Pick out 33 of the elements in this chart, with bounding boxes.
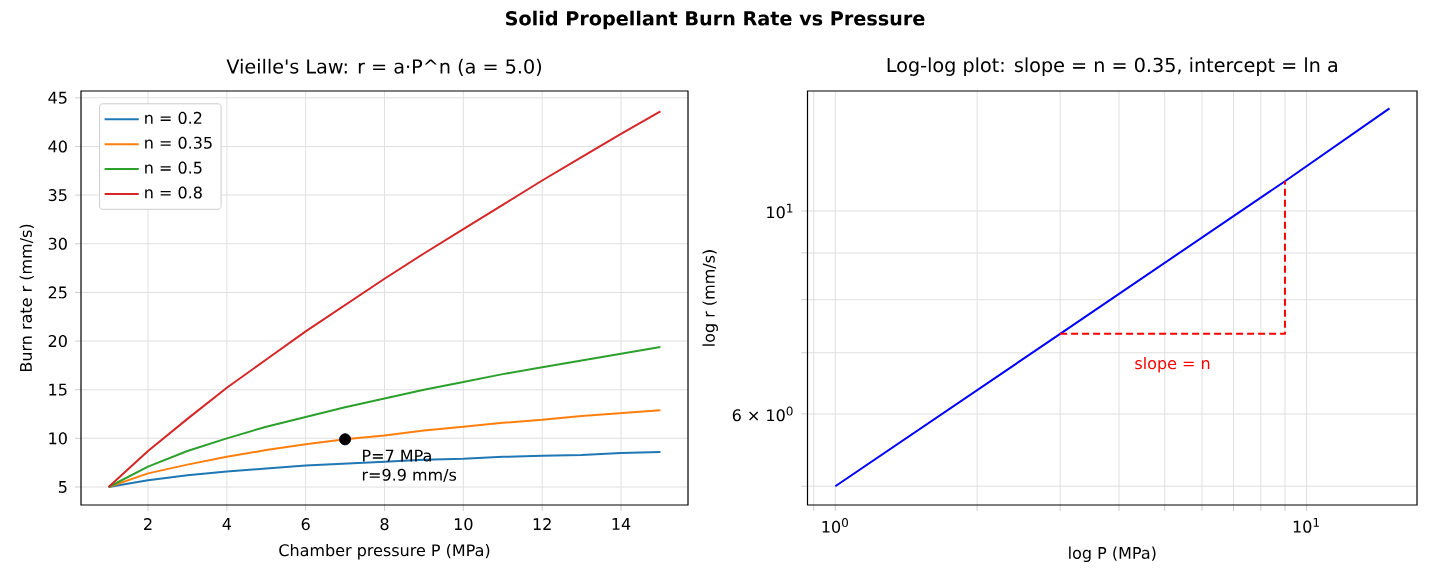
y-tick-label: 20 xyxy=(48,334,67,348)
x-tick-label: 12 xyxy=(533,518,551,530)
y-tick-label: 35 xyxy=(48,189,67,202)
y-tick-label: 15 xyxy=(49,383,67,396)
x-tick-label: 10$^{1}$ xyxy=(1293,518,1319,533)
y-tick-label: 40 xyxy=(48,140,67,153)
y-tick-label: 45 xyxy=(48,91,67,104)
x-tick-label: 4 xyxy=(222,518,232,530)
x-tick-label: 14 xyxy=(612,518,631,530)
annotation: r=9.9 mm/s xyxy=(362,468,457,483)
x-tick-label: 2 xyxy=(144,518,152,530)
x-tick-label: 8 xyxy=(380,518,389,531)
annotation: P=7 MPa xyxy=(363,449,431,462)
x-axis-title: log P (MPa) xyxy=(1069,546,1156,563)
legend-label: n = 0.5 xyxy=(145,161,202,174)
chart-title: Vieille's Law: r = a·P^n (a = 5.0) xyxy=(226,58,542,76)
y-tick-label: 5 xyxy=(58,481,67,493)
y-tick-label: 10 xyxy=(49,432,67,445)
y-tick-label: 6 × 10$^{0}$ xyxy=(732,406,793,422)
text: Solid Propellant Burn Rate vs Pressure xyxy=(506,10,925,30)
x-tick-label: 10$^{0}$ xyxy=(822,518,849,533)
x-tick-label: 6 xyxy=(301,518,310,531)
y-tick-label: 30 xyxy=(48,237,67,250)
legend-label: n = 0.2 xyxy=(145,111,202,124)
legend-label: n = 0.35 xyxy=(145,136,212,149)
y-tick-label: 25 xyxy=(48,286,67,299)
x-axis-title: Chamber pressure P (MPa) xyxy=(279,543,490,560)
chart-title: Log-log plot: slope = n = 0.35, intercept = ln a xyxy=(887,57,1337,76)
legend-label: n = 0.8 xyxy=(145,186,202,199)
y-axis-title: Burn rate r (mm/s) xyxy=(19,224,34,372)
annotation: slope = n xyxy=(1135,356,1210,373)
y-axis-title: log r (mm/s) xyxy=(702,250,718,346)
x-tick-label: 10 xyxy=(454,518,473,531)
